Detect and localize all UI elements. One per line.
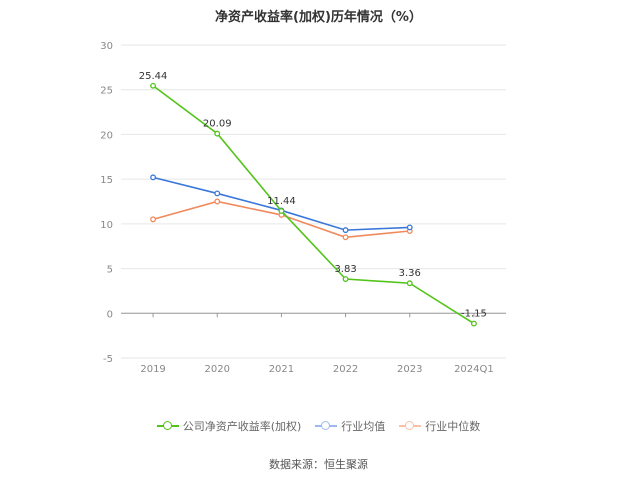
data-point bbox=[278, 208, 285, 214]
data-source: 数据来源：恒生聚源 bbox=[269, 458, 368, 471]
legend-item-industry-median[interactable]: 行业中位数 bbox=[399, 418, 480, 434]
legend-line-marker-icon bbox=[399, 421, 422, 431]
x-tick-label: 2020 bbox=[205, 364, 230, 375]
data-point bbox=[214, 190, 221, 197]
data-point bbox=[214, 130, 221, 137]
data-label: -1.15 bbox=[461, 309, 487, 320]
y-tick-label: 20 bbox=[100, 130, 113, 141]
data-label: 3.36 bbox=[399, 268, 421, 279]
data-point bbox=[470, 320, 477, 327]
data-point bbox=[150, 216, 157, 223]
data-label: 20.09 bbox=[203, 119, 232, 130]
data-point bbox=[406, 280, 413, 287]
data-point bbox=[214, 198, 221, 205]
data-label: 11.44 bbox=[267, 196, 296, 207]
data-point bbox=[342, 276, 349, 282]
legend-line-marker-icon bbox=[315, 421, 338, 431]
x-tick-label: 2019 bbox=[140, 364, 165, 375]
data-point bbox=[406, 224, 413, 231]
y-tick-label: 0 bbox=[107, 309, 113, 320]
y-tick-label: 25 bbox=[100, 86, 113, 97]
y-tick-label: -5 bbox=[103, 354, 113, 365]
data-point bbox=[342, 234, 349, 241]
data-point bbox=[150, 82, 157, 89]
x-tick-label: 2023 bbox=[397, 364, 422, 375]
legend-line-marker-icon bbox=[156, 421, 179, 431]
y-tick-label: 5 bbox=[107, 265, 113, 276]
data-label: 3.83 bbox=[334, 264, 356, 275]
legend-item-industry-mean[interactable]: 行业均值 bbox=[315, 418, 385, 434]
y-tick-label: 30 bbox=[100, 41, 113, 52]
legend-item-company-roe[interactable]: 公司净资产收益率(加权) bbox=[156, 418, 302, 434]
data-point bbox=[342, 227, 349, 234]
legend-label: 行业中位数 bbox=[425, 420, 481, 433]
x-tick-label: 2024Q1 bbox=[454, 364, 494, 375]
y-tick-label: 15 bbox=[100, 175, 113, 186]
line-chart: -5 0 5 10 15 20 25 30 2019 2020 2021 2022 2023 2024Q1… bbox=[100, 41, 506, 375]
legend-label: 行业均值 bbox=[341, 420, 386, 433]
data-label: 25.44 bbox=[139, 71, 168, 82]
y-tick-label: 10 bbox=[100, 220, 113, 231]
x-tick-label: 2021 bbox=[269, 364, 294, 375]
data-point bbox=[150, 174, 157, 181]
legend-label: 公司净资产收益率(加权) bbox=[182, 420, 302, 433]
series-line bbox=[152, 85, 475, 325]
legend: 公司净资产收益率(加权) 行业均值 行业中位数 bbox=[0, 418, 637, 434]
x-tick-label: 2022 bbox=[333, 364, 358, 375]
chart-title: 净资产收益率(加权)历年情况（%） bbox=[215, 10, 422, 25]
